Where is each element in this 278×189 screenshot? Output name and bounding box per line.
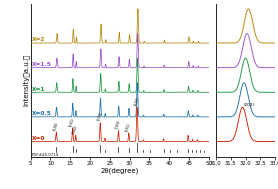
Text: X=1.5: X=1.5 — [32, 62, 52, 67]
Text: X=1: X=1 — [32, 87, 45, 92]
Text: (100): (100) — [53, 121, 60, 131]
Y-axis label: Intensity（a.u.）: Intensity（a.u.） — [23, 54, 29, 106]
Text: (102): (102) — [97, 111, 104, 122]
Text: X=0.5: X=0.5 — [32, 111, 51, 116]
Text: (003): (003) — [115, 119, 122, 129]
Text: (202): (202) — [244, 103, 255, 107]
Text: X=0: X=0 — [32, 136, 45, 141]
Text: (101): (101) — [69, 117, 76, 127]
Text: PDF#44-0714: PDF#44-0714 — [32, 153, 59, 157]
Text: X=2: X=2 — [32, 37, 45, 42]
X-axis label: 2θ(degree): 2θ(degree) — [100, 167, 139, 174]
Text: (202): (202) — [134, 96, 140, 106]
Text: (201): (201) — [125, 122, 132, 132]
Text: (002): (002) — [72, 124, 79, 134]
